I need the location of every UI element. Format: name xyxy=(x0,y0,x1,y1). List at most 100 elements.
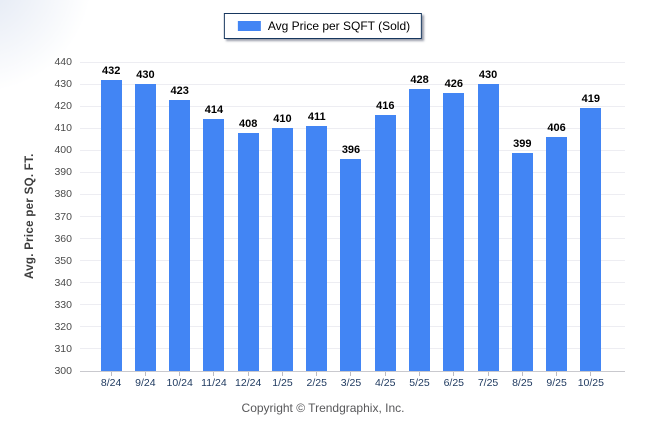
x-tick-label: 9/24 xyxy=(135,377,156,389)
bar xyxy=(409,88,431,371)
x-tick-mark xyxy=(144,372,146,376)
x-tick-mark xyxy=(487,372,489,376)
bar-cell: 396 xyxy=(334,145,368,371)
y-tick-label: 310 xyxy=(54,342,72,355)
plot-area: 432 430 423 414 408 410 411 396 416 428 426 430 399 4… xyxy=(80,61,625,372)
bar xyxy=(237,132,259,371)
y-tick-label: 380 xyxy=(54,188,72,201)
x-cell: 3/25 xyxy=(334,372,368,389)
x-tick-label: 7/25 xyxy=(477,377,499,389)
bar xyxy=(100,79,122,371)
bar-value-label: 419 xyxy=(581,93,601,106)
bar xyxy=(203,119,225,371)
bar-value-label: 396 xyxy=(341,144,361,157)
y-tick-label: 400 xyxy=(54,144,72,157)
x-tick-mark xyxy=(110,372,112,376)
x-tick-label: 5/25 xyxy=(409,377,430,389)
x-cell: 9/24 xyxy=(128,372,162,389)
bar-value-label: 430 xyxy=(136,69,155,82)
bar-value-label: 430 xyxy=(478,69,498,82)
bar-cell: 419 xyxy=(574,94,608,371)
x-tick-label: 4/25 xyxy=(375,377,396,389)
bar-value-label: 414 xyxy=(204,104,224,117)
x-tick-label: 6/25 xyxy=(443,377,464,389)
x-tick-label: 10/25 xyxy=(577,377,604,389)
x-axis-tick-labels: 8/24 9/24 10/24 11/24 12/24 1/25 2/25 3/25 4/25 5… xyxy=(80,372,625,389)
x-cell: 12/24 xyxy=(231,372,265,389)
bar xyxy=(374,114,396,371)
bars-container: 432 430 423 414 408 410 411 396 416 428 426 430 399 4… xyxy=(80,62,625,371)
gridline xyxy=(80,105,625,107)
chart-legend: Avg Price per SQFT (Sold) xyxy=(223,13,423,39)
y-axis-tick-labels: 300 310 320 330 340 350 360 370 380 390 400 410 420 4… xyxy=(0,0,72,434)
x-cell: 4/25 xyxy=(368,372,402,389)
bar-cell: 426 xyxy=(437,78,471,371)
x-tick-label: 11/24 xyxy=(201,377,227,389)
y-tick-label: 330 xyxy=(54,298,72,311)
x-tick-label: 10/24 xyxy=(166,377,193,389)
gridline xyxy=(80,61,625,63)
x-cell: 9/25 xyxy=(539,372,573,389)
legend-swatch-icon xyxy=(237,21,261,31)
copyright-text: Copyright © Trendgraphix, Inc. xyxy=(241,401,405,415)
bar xyxy=(580,108,602,371)
x-cell: 5/25 xyxy=(402,372,436,389)
bar-value-label: 408 xyxy=(239,117,258,130)
y-tick-label: 320 xyxy=(54,320,72,333)
x-cell: 6/25 xyxy=(437,372,471,389)
bar-value-label: 432 xyxy=(101,64,121,77)
y-tick-label: 410 xyxy=(54,122,72,135)
gridline xyxy=(80,149,625,151)
x-tick-mark xyxy=(281,372,283,376)
bar-cell: 432 xyxy=(94,64,128,371)
x-tick-mark xyxy=(453,372,455,376)
bar xyxy=(306,126,328,371)
bar-value-label: 423 xyxy=(170,84,189,97)
y-tick-label: 430 xyxy=(54,78,72,91)
y-tick-label: 300 xyxy=(54,365,72,377)
legend-label: Avg Price per SQFT (Sold) xyxy=(267,19,411,33)
bar-value-label: 428 xyxy=(410,73,429,86)
x-cell: 7/25 xyxy=(471,372,505,389)
x-tick-label: 3/25 xyxy=(340,377,362,389)
x-tick-mark xyxy=(419,372,421,376)
bar-value-label: 411 xyxy=(307,111,326,124)
bar xyxy=(271,128,293,371)
bar-value-label: 399 xyxy=(513,137,532,150)
x-cell: 2/25 xyxy=(300,372,334,389)
x-tick-label: 9/25 xyxy=(546,377,567,389)
x-cell: 10/25 xyxy=(574,372,608,389)
gridline xyxy=(80,83,625,85)
x-tick-mark xyxy=(179,372,181,376)
bar-cell: 406 xyxy=(539,123,573,371)
bar-cell: 423 xyxy=(163,84,197,371)
x-tick-label: 8/25 xyxy=(512,377,533,389)
bar-cell: 408 xyxy=(231,117,265,371)
x-tick-label: 8/24 xyxy=(100,377,122,389)
x-tick-label: 2/25 xyxy=(306,377,327,389)
bar xyxy=(169,99,191,371)
x-cell: 1/25 xyxy=(265,372,299,389)
x-tick-mark xyxy=(384,372,386,376)
bar-value-label: 410 xyxy=(273,113,292,126)
y-tick-label: 370 xyxy=(54,210,72,223)
bar-cell: 399 xyxy=(505,137,539,371)
bar-value-label: 406 xyxy=(547,122,566,135)
x-tick-mark xyxy=(556,372,558,376)
y-tick-label: 340 xyxy=(54,276,72,289)
bar xyxy=(134,84,156,371)
y-tick-label: 360 xyxy=(54,232,72,245)
x-cell: 8/24 xyxy=(94,372,128,389)
x-tick-mark xyxy=(213,372,215,376)
bar xyxy=(477,84,499,371)
x-tick-label: 1/25 xyxy=(272,377,293,389)
bar-cell: 430 xyxy=(128,70,162,371)
x-tick-label: 12/24 xyxy=(235,377,262,389)
x-tick-mark xyxy=(590,372,592,376)
x-tick-mark xyxy=(521,372,523,376)
bar-cell: 411 xyxy=(300,112,334,371)
bar-cell: 410 xyxy=(265,114,299,371)
bar-cell: 416 xyxy=(368,100,402,371)
gridline xyxy=(80,127,625,129)
